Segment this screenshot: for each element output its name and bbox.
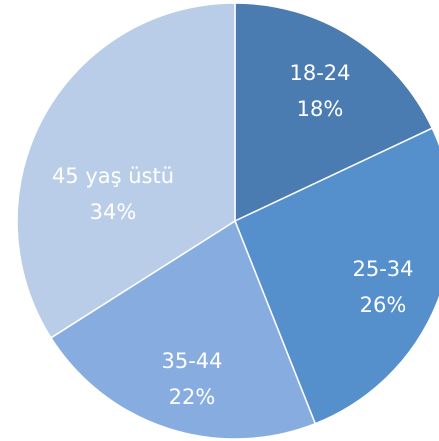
pie-slice — [49, 219, 317, 440]
slice-category-label: 18-24 — [289, 61, 350, 85]
slice-category-label: 45 yaş üstü — [52, 164, 174, 188]
pie-slice — [234, 127, 439, 425]
slice-value-label: 22% — [169, 385, 216, 409]
slice-category-label: 25-34 — [352, 257, 413, 281]
slice-value-label: 18% — [297, 97, 344, 121]
slice-value-label: 26% — [360, 293, 407, 317]
slice-value-label: 34% — [90, 200, 137, 224]
pie-slice — [234, 2, 434, 223]
pie-slice — [16, 2, 236, 339]
slice-category-label: 35-44 — [161, 349, 222, 373]
